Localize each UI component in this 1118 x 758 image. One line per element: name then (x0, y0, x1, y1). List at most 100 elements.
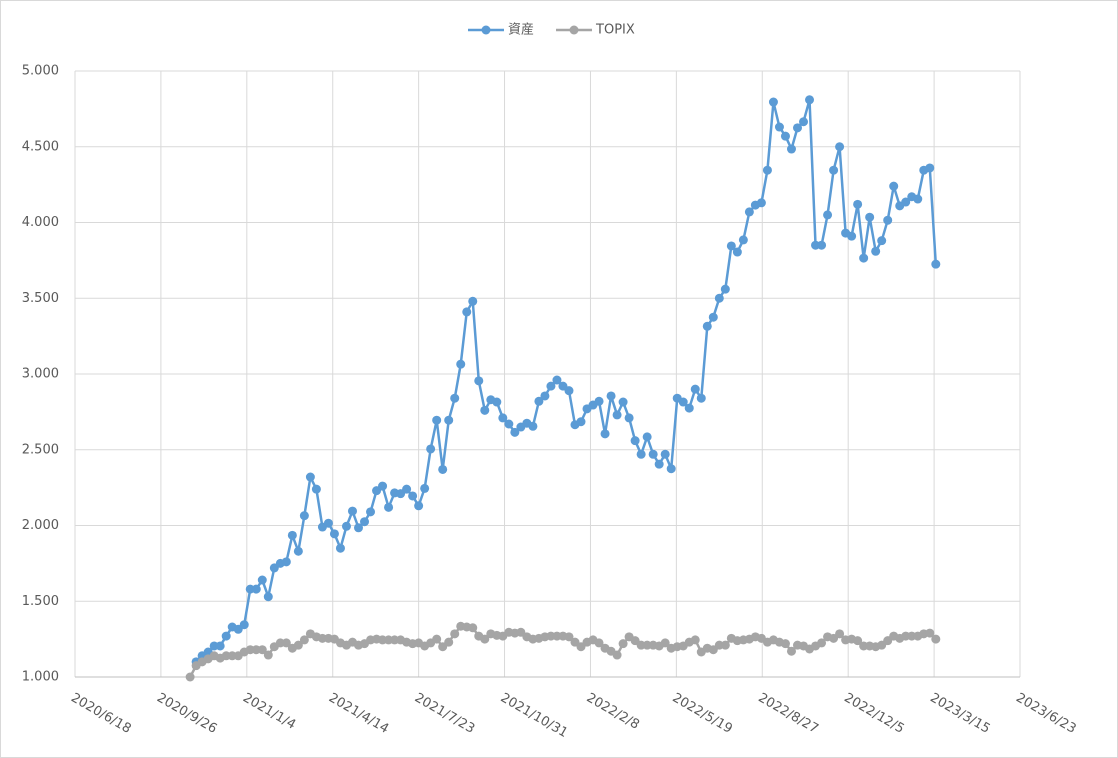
data-point (835, 142, 845, 152)
data-point (805, 95, 815, 105)
data-point (618, 397, 628, 407)
data-point (263, 592, 273, 602)
data-point (708, 312, 718, 322)
data-point (762, 165, 772, 175)
data-point (780, 131, 790, 141)
y-tick-label: 2.500 (22, 442, 59, 457)
data-point (504, 419, 514, 429)
data-point (546, 381, 556, 391)
data-point (287, 530, 297, 540)
legend-label: 資産 (508, 22, 534, 38)
data-point (925, 628, 935, 638)
y-tick-label: 1.500 (22, 594, 59, 609)
data-point (889, 181, 899, 191)
data-point (871, 246, 881, 256)
data-point (293, 546, 303, 556)
data-point (696, 393, 706, 403)
data-point (786, 144, 796, 154)
data-point (480, 634, 490, 644)
data-point (684, 403, 694, 413)
data-point (438, 464, 448, 474)
data-point (450, 629, 460, 639)
data-point (768, 97, 778, 107)
data-point (528, 421, 538, 431)
legend: 資産 TOPIX (468, 22, 635, 38)
data-point (251, 584, 261, 594)
data-point (576, 417, 586, 427)
y-tick-label: 4.000 (22, 215, 59, 230)
data-point (384, 502, 394, 512)
data-point (239, 620, 249, 630)
data-point (594, 638, 604, 648)
data-point (414, 501, 424, 511)
data-point (865, 212, 875, 222)
data-point (600, 429, 610, 439)
data-point (534, 396, 544, 406)
data-point (738, 235, 748, 245)
data-point (720, 640, 730, 650)
data-point (702, 321, 712, 331)
y-tick-label: 2.000 (22, 518, 59, 533)
data-point (408, 491, 418, 501)
data-point (859, 253, 869, 263)
data-point (786, 646, 796, 656)
data-point (257, 575, 267, 585)
data-point (642, 432, 652, 442)
data-point (305, 472, 315, 482)
data-point (714, 293, 724, 303)
data-point (540, 391, 550, 401)
data-point (564, 386, 574, 396)
data-point (720, 284, 730, 294)
data-point (901, 197, 911, 207)
data-point (426, 444, 436, 454)
data-point (774, 122, 784, 132)
legend-marker (569, 25, 579, 35)
data-point (480, 405, 490, 415)
data-point (666, 464, 676, 474)
data-point (817, 638, 827, 648)
data-point (329, 529, 339, 539)
data-point (402, 484, 412, 494)
data-point (829, 165, 839, 175)
data-point (780, 639, 790, 649)
data-point (564, 632, 574, 642)
data-point (660, 449, 670, 459)
data-point (474, 376, 484, 386)
legend-label: TOPIX (595, 23, 635, 38)
data-point (215, 641, 225, 651)
data-point (293, 640, 303, 650)
data-point (690, 384, 700, 394)
data-point (883, 215, 893, 225)
data-point (311, 484, 321, 494)
data-point (744, 207, 754, 217)
data-point (931, 259, 941, 269)
data-point (456, 359, 466, 369)
y-tick-label: 1.000 (22, 670, 59, 685)
data-point (444, 415, 454, 425)
data-point (678, 397, 688, 407)
y-tick-label: 5.000 (22, 64, 59, 79)
data-point (726, 241, 736, 251)
data-point (612, 410, 622, 420)
data-point (624, 413, 634, 423)
data-point (823, 210, 833, 220)
data-point (925, 163, 935, 173)
data-point (378, 481, 388, 491)
data-point (263, 650, 273, 660)
data-point (606, 391, 616, 401)
data-point (630, 436, 640, 446)
data-point (257, 645, 267, 655)
data-point (835, 629, 845, 639)
data-point (354, 523, 363, 533)
data-point (432, 634, 442, 644)
data-point (792, 123, 802, 133)
data-point (799, 117, 809, 127)
data-point (660, 638, 670, 648)
data-point (221, 631, 231, 641)
legend-marker (481, 25, 491, 35)
data-point (462, 307, 472, 317)
data-point (299, 511, 309, 521)
data-point (360, 517, 370, 527)
data-point (853, 636, 863, 646)
